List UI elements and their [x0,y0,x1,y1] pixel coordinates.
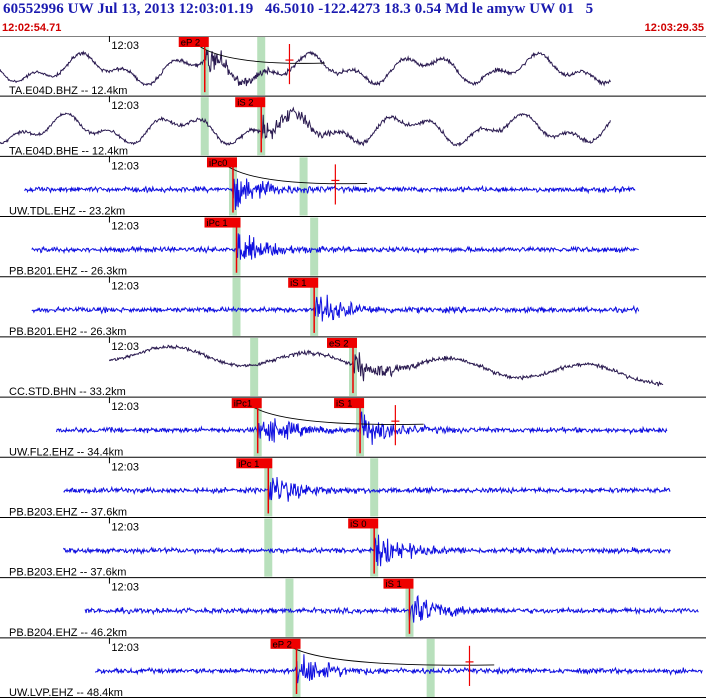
pick-label: iPc 1 [207,218,228,229]
station-label: TA.E04D.BHZ -- 12.4km [9,85,127,97]
trace-row: 12:03 iPc1 iS 1 UW.FL2.EHZ -- 34.4km [0,396,706,458]
pick-box [206,157,237,168]
time-tick-label: 12:03 [111,341,139,353]
pick-box [327,337,357,348]
trace-row: 12:03 iPc0 UW.TDL.EHZ -- 23.2km [0,155,706,218]
pick-label: iS 2 [237,98,253,109]
station-label: CC.STD.BHN -- 33.2km [9,386,126,398]
trace-row: 12:03 iS 0 PB.B203.EH2 -- 37.6km [0,516,706,579]
station-label: PB.B201.EH2 -- 26.3km [9,326,126,338]
pick-label: iS 0 [350,519,366,530]
waveform [84,594,699,623]
pick-box [270,638,301,649]
pick-window [310,217,319,276]
station-label: PB.B201.EHZ -- 26.3km [9,266,127,278]
pick-window [232,277,241,336]
pick-box [334,398,365,409]
pick-label: iS 1 [385,579,401,590]
waveform [63,534,671,567]
trace-row: 12:03 eS 2 CC.STD.BHN -- 33.2km [0,336,706,398]
pick-label: eP 2 [181,38,200,49]
pick-window [200,97,209,156]
pick-window [426,638,435,697]
station-label: PB.B204.EHZ -- 46.2km [9,627,127,639]
waveform [56,411,668,445]
time-tick-label: 12:03 [111,160,139,172]
waveform [63,476,671,502]
pick-label: iS 1 [290,278,306,289]
trace-row: 12:03 iS 1 PB.B201.EH2 -- 26.3km [0,276,706,338]
waveform [0,106,611,147]
time-tick-label: 12:03 [111,642,139,654]
seismogram-panel[interactable]: 12:03 eP 2 TA.E04D.BHZ -- 12.4km 12:03 iS 2 T… [0,36,706,698]
station-label: UW.FL2.EHZ -- 34.4km [9,446,123,458]
pick-box [236,458,273,469]
pick-window [250,337,259,397]
pick-label: iPc0 [209,158,227,169]
time-tick-label: 12:03 [111,40,139,52]
pick-box [235,97,266,108]
station-label: TA.E04D.BHE -- 12.4km [9,145,128,157]
pick-window [285,578,294,637]
pick-window [257,37,266,96]
pick-label: iS 1 [336,399,352,410]
time-tick-label: 12:03 [111,582,139,594]
station-label: UW.TDL.EHZ -- 23.2km [9,206,125,218]
waveform [31,294,640,322]
pick-label: eS 2 [329,338,349,349]
trace-row: 12:03 eP 2 UW.LVP.EHZ -- 48.4km [0,637,706,698]
time-tick-label: 12:03 [111,100,139,112]
station-label: PB.B203.EH2 -- 37.6km [9,567,126,579]
event-title: 60552996 UW Jul 13, 2013 12:03:01.19 46.… [3,1,594,17]
pick-box [348,518,379,529]
pick-window [264,518,273,577]
pick-label: iPc1 [234,399,252,410]
pick-box [288,277,319,288]
trace-row: 12:03 iPc 1 PB.B201.EHZ -- 26.3km [0,216,706,278]
pick-box [178,37,209,47]
end-time-label: 12:03:29.35 [644,22,704,34]
start-time-label: 12:02:54.71 [2,22,62,34]
time-tick-label: 12:03 [111,281,139,293]
station-label: UW.LVP.EHZ -- 48.4km [9,687,123,698]
trace-row: 12:03 eP 2 TA.E04D.BHZ -- 12.4km [0,36,706,97]
predicted-arrival-curve [218,158,368,185]
time-tick-label: 12:03 [111,521,139,533]
trace-row: 12:03 iPc 1 PB.B203.EHZ -- 37.6km [0,456,706,518]
time-tick-label: 12:03 [111,401,139,413]
pick-label: iPc 1 [238,459,259,470]
time-tick-label: 12:03 [111,461,139,473]
station-label: PB.B203.EHZ -- 37.6km [9,506,127,518]
pick-box [204,217,241,228]
predicted-arrival-curve [282,639,495,666]
pick-box [231,398,262,409]
waveform [31,233,639,260]
waveform [94,654,703,684]
time-tick-label: 12:03 [111,221,139,233]
trace-row: 12:03 iS 1 PB.B204.EHZ -- 46.2km [0,577,706,639]
pick-label: eP 2 [273,639,292,650]
pick-window [370,458,379,517]
trace-row: 12:03 iS 2 TA.E04D.BHE -- 12.4km [0,95,706,157]
pick-box [383,578,414,589]
waveform [0,50,611,87]
plot-header: 60552996 UW Jul 13, 2013 12:03:01.19 46.… [0,0,706,36]
waveform [108,344,664,387]
waveform [24,178,636,211]
pick-window [299,157,308,216]
